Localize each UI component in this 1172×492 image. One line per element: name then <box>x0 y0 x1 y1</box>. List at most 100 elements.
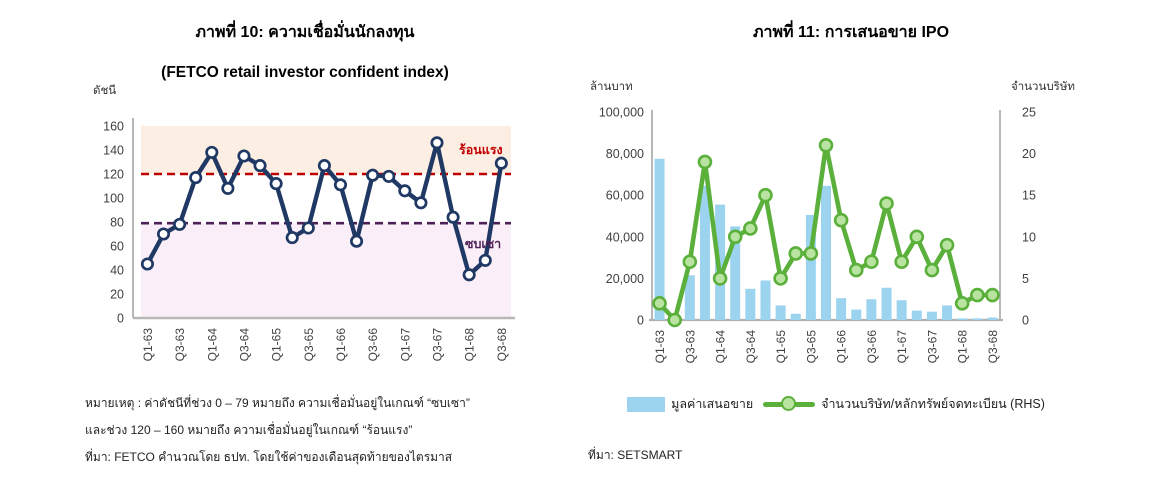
bar <box>745 288 756 320</box>
y-tick-label: 80 <box>110 216 124 230</box>
note-line-2: และช่วง 120 – 160 หมายถึง ความเชื่อมั่นอ… <box>85 423 413 437</box>
data-point <box>446 210 460 224</box>
data-point <box>773 271 788 286</box>
bar <box>942 305 953 320</box>
data-point <box>494 156 508 170</box>
data-point <box>462 268 476 282</box>
data-point <box>879 196 894 211</box>
bar <box>760 280 771 320</box>
data-point <box>414 196 428 210</box>
data-point <box>478 253 492 267</box>
figure-11-title: ภาพที่ 11: การเสนอขาย IPO <box>752 24 950 41</box>
ipo-value-bars <box>654 158 998 320</box>
bar <box>881 287 892 320</box>
band <box>141 223 511 318</box>
left-tick-label: 100,000 <box>599 106 644 120</box>
data-point <box>818 137 834 153</box>
bar <box>790 313 801 320</box>
data-point <box>788 246 804 261</box>
figure-10-title: ภาพที่ 10: ความเชื่อมั่นนักลงทุน <box>195 24 415 41</box>
data-point <box>285 231 299 245</box>
bar <box>957 318 968 320</box>
data-point <box>970 287 985 303</box>
data-point <box>156 227 171 241</box>
y-tick-label: 120 <box>103 168 124 182</box>
data-point <box>712 271 728 286</box>
hot-zone-label: ร้อนแรง <box>459 143 503 157</box>
note-line-1: หมายเหตุ : ค่าดัชนีที่ช่วง 0 – 79 หมายถึ… <box>85 396 470 410</box>
figure-11-right-axis-unit: จำนวนบริษัท <box>1010 81 1075 93</box>
data-point <box>939 237 955 253</box>
data-point <box>189 171 203 185</box>
right-tick-label: 5 <box>1022 272 1029 286</box>
y-tick-label: 160 <box>103 120 124 134</box>
figure-10-subtitle: (FETCO retail investor confident index) <box>161 64 449 81</box>
data-point <box>803 246 819 261</box>
x-tick-label: Q3-68 <box>986 330 1000 364</box>
y-tick-label: 140 <box>103 144 124 158</box>
figure-11-source: ที่มา: SETSMART <box>588 448 683 462</box>
left-tick-label: 60,000 <box>606 189 644 203</box>
sluggish-zone-label: ซบเซา <box>465 237 502 251</box>
figure-11-left-axis-unit: ล้านบาท <box>590 81 633 93</box>
legend-line-label: จำนวนบริษัท/หลักทรัพย์จดทะเบียน (RHS) <box>821 397 1045 411</box>
legend-item-bar: มูลค่าเสนอขาย <box>627 394 753 414</box>
figure-10-fetco-confidence: ภาพที่ 10: ความเชื่อมั่นนักลงทุน (FETCO … <box>55 22 555 482</box>
data-point <box>985 287 1000 303</box>
right-tick-label: 10 <box>1022 230 1036 244</box>
data-point <box>682 254 698 270</box>
bar <box>821 185 831 320</box>
x-tick-label: Q3-64 <box>237 328 251 362</box>
bar <box>775 305 786 320</box>
x-tick-label: Q3-64 <box>744 330 758 364</box>
right-tick-label: 0 <box>1022 314 1029 328</box>
data-point <box>727 229 743 245</box>
ipo-bar-line-chart: 0 20,000 40,000 60,000 80,000 100,000 0 5 10 15 20… <box>599 106 1036 364</box>
data-point <box>205 145 219 159</box>
right-tick-label: 20 <box>1022 147 1036 161</box>
bar <box>654 158 665 320</box>
data-point <box>301 221 315 235</box>
left-tick-label: 80,000 <box>606 147 644 161</box>
data-point <box>430 136 444 150</box>
x-tick-label: Q3-66 <box>366 328 380 362</box>
bar-series-swatch-icon <box>627 396 666 412</box>
bar <box>896 300 907 320</box>
x-tick-label: Q1-63 <box>653 330 667 364</box>
right-tick-labels: 0 5 10 15 20 25 <box>1022 106 1036 328</box>
y-tick-label: 60 <box>110 240 124 254</box>
data-point <box>758 187 773 203</box>
y-tick-label: 20 <box>110 288 124 302</box>
x-tick-label: Q1-68 <box>463 328 477 362</box>
bar <box>926 311 937 320</box>
company-count-markers <box>652 137 1000 328</box>
x-tick-label: Q3-67 <box>925 330 939 364</box>
data-point <box>833 212 849 228</box>
data-point <box>909 229 925 245</box>
x-tick-labels: Q1-63 Q3-63 Q1-64 Q3-64 Q1-65 Q3-65 Q1-66 Q3-66… <box>653 330 1000 364</box>
x-tick-label: Q3-63 <box>173 328 187 362</box>
x-tick-label: Q3-67 <box>431 328 445 362</box>
fetco-line-chart: 0 20 40 60 80 100 120 140 160 Q1-63 Q3-63 Q1-64 Q3-6… <box>103 118 515 362</box>
bar <box>972 318 983 320</box>
x-tick-labels: Q1-63 Q3-63 Q1-64 Q3-64 Q1-65 Q3-65 Q1-66 Q3-66… <box>141 328 509 362</box>
x-tick-label: Q1-63 <box>141 328 155 362</box>
y-tick-labels: 0 20 40 60 80 100 120 140 160 <box>103 120 124 326</box>
x-tick-label: Q1-66 <box>835 330 849 364</box>
figure-10-notes: หมายเหตุ : ค่าดัชนีที่ช่วง 0 – 79 หมายถึ… <box>85 390 470 471</box>
data-point <box>366 168 380 182</box>
legend-bar-label: มูลค่าเสนอขาย <box>671 397 754 411</box>
x-tick-label: Q3-63 <box>683 330 697 364</box>
bar <box>836 298 847 320</box>
data-point <box>382 169 396 183</box>
data-point <box>173 217 187 231</box>
x-tick-label: Q3-65 <box>302 328 316 362</box>
figure-11-legend: มูลค่าเสนอขาย จำนวนบริษัท/หลักทรัพย์จดทะ… <box>586 394 1086 414</box>
bar <box>805 214 816 320</box>
x-tick-label: Q1-67 <box>398 328 412 362</box>
bar <box>730 226 741 320</box>
data-point <box>140 257 154 271</box>
line-series-marker-icon <box>763 396 816 412</box>
data-point <box>743 221 758 236</box>
